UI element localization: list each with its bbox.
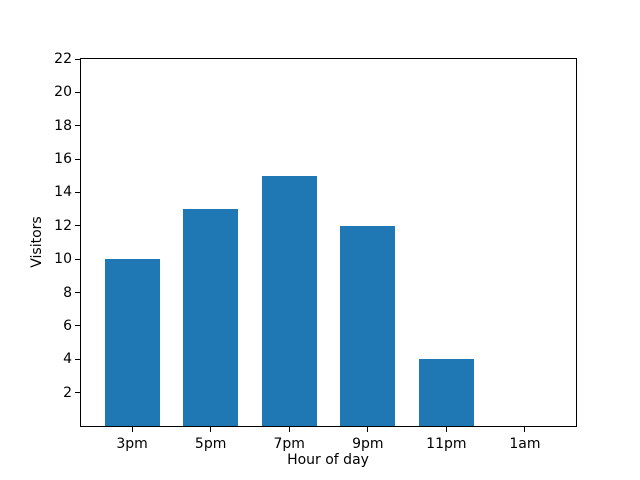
y-tick (75, 191, 80, 193)
x-tick (288, 427, 290, 432)
x-tick-label: 3pm (116, 436, 148, 452)
y-tick (75, 225, 80, 227)
y-tick (75, 358, 80, 360)
bar (183, 209, 239, 426)
plot-area: 2 4 6 8 10 12 14 16 18 20 22 3pm 5pm 7pm 9pm 11pm 1am (54, 51, 577, 452)
x-tick (445, 427, 447, 432)
x-tick-label: 5pm (194, 436, 227, 452)
y-tick-label: 16 (54, 151, 72, 168)
y-tick-label: 12 (54, 217, 72, 234)
y-tick (75, 125, 80, 127)
y-tick-label: 14 (54, 184, 72, 201)
y-tick-label: 20 (54, 84, 72, 101)
bar (261, 175, 317, 426)
y-tick (75, 58, 80, 60)
bar (340, 225, 396, 426)
y-tick (75, 258, 80, 260)
x-tick-label: 11pm (426, 436, 467, 452)
y-tick (75, 158, 80, 160)
y-tick-label: 22 (54, 51, 72, 67)
bar (418, 359, 474, 426)
y-tick (75, 91, 80, 93)
y-tick (75, 392, 80, 394)
x-tick (210, 427, 212, 432)
x-tick-label: 1am (509, 436, 541, 452)
x-tick (367, 427, 369, 432)
y-tick-label: 4 (63, 351, 72, 368)
x-tick (131, 427, 133, 432)
x-tick-label: 9pm (352, 436, 384, 452)
bar (104, 259, 160, 426)
y-tick-label: 8 (63, 284, 72, 301)
x-tick (524, 427, 526, 432)
y-tick-label: 2 (63, 384, 72, 401)
x-tick-label: 7pm (273, 436, 305, 452)
y-tick-label: 18 (54, 117, 72, 134)
y-tick-label: 6 (63, 317, 72, 334)
x-axis-label: Hour of day (287, 452, 369, 468)
y-tick (75, 292, 80, 294)
y-tick-label: 10 (54, 251, 72, 268)
y-axis-label: Visitors (29, 216, 45, 268)
y-tick (75, 325, 80, 327)
